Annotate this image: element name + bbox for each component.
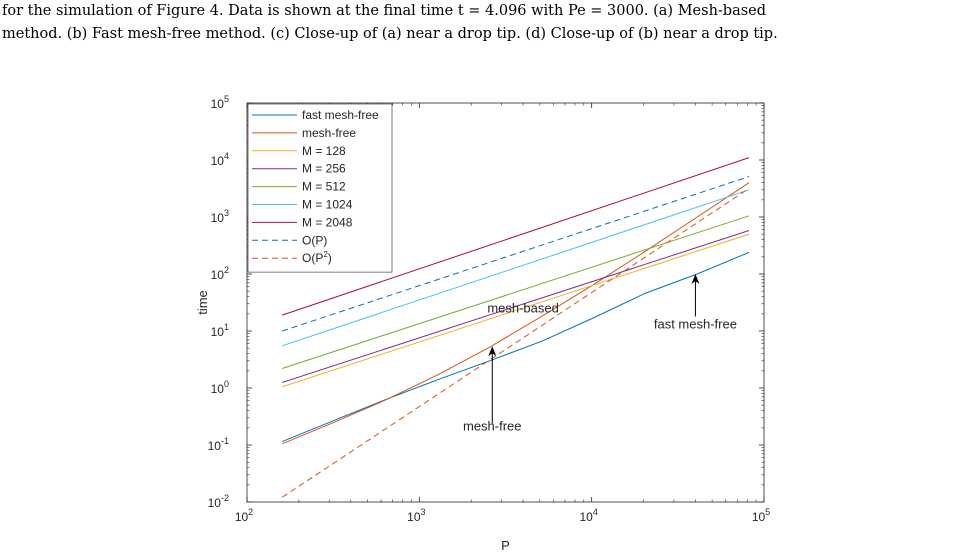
annotation-2: mesh-free	[463, 418, 522, 433]
x-tick-label: 103	[407, 507, 425, 524]
y-tick-label: 104	[211, 151, 229, 168]
legend-box	[247, 103, 393, 273]
y-tick-label: 10-2	[208, 493, 229, 510]
y-tick-label: 102	[211, 265, 229, 282]
series-line-4	[282, 215, 750, 369]
x-tick-label: 104	[579, 507, 597, 524]
caption-line-1: for the simulation of Figure 4. Data is …	[2, 3, 767, 19]
annotation-arrow-head-1	[691, 274, 700, 284]
legend-label-2: M = 128	[302, 144, 346, 158]
series-line-5	[282, 189, 750, 347]
series-line-6	[282, 157, 750, 316]
y-tick-label: 101	[211, 322, 229, 339]
y-axis-label: time	[195, 290, 210, 315]
x-axis-label: P	[501, 538, 510, 553]
series-line-2	[282, 233, 750, 388]
caption-line-2: method. (b) Fast mesh-free method. (c) C…	[2, 26, 778, 42]
series-line-8	[281, 187, 750, 498]
series-line-7	[282, 176, 750, 332]
annotation-1: fast mesh-free	[654, 317, 737, 332]
data-layer	[281, 157, 750, 498]
annotation-arrow-head-2	[488, 346, 497, 357]
y-tick-label: 105	[211, 94, 229, 111]
legend-label-1: mesh-free	[302, 126, 356, 140]
x-tick-label: 102	[235, 507, 253, 524]
y-tick-label: 103	[211, 208, 229, 225]
legend-label-7: O(P)	[302, 233, 327, 247]
y-tick-label: 10-1	[208, 436, 229, 453]
series-line-0	[281, 251, 750, 443]
legend-label-4: M = 512	[302, 180, 346, 194]
annotation-0: mesh-based	[487, 301, 559, 316]
legend-label-0: fast mesh-free	[302, 108, 379, 122]
legend-label-3: M = 256	[302, 162, 346, 176]
series-line-3	[282, 230, 750, 383]
figure-caption: for the simulation of Figure 4. Data is …	[2, 0, 974, 46]
y-tick-label: 100	[211, 379, 229, 396]
legend-label-5: M = 1024	[302, 198, 353, 212]
series-line-1	[281, 182, 750, 445]
legend-label-6: M = 2048	[302, 215, 353, 229]
x-tick-label: 105	[752, 507, 770, 524]
legend-label-8: O(P2)	[302, 250, 332, 265]
